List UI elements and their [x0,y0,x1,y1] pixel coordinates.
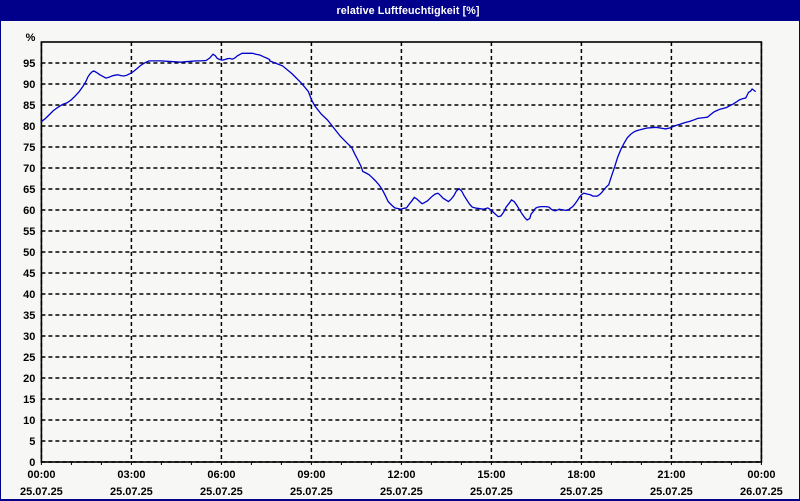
svg-text:80: 80 [23,121,35,133]
svg-text:30: 30 [23,331,35,343]
svg-text:25.07.25: 25.07.25 [380,486,423,498]
svg-text:5: 5 [29,436,35,448]
svg-text:25: 25 [23,352,35,364]
svg-text:60: 60 [23,205,35,217]
svg-text:95: 95 [23,58,35,70]
svg-text:26.07.25: 26.07.25 [740,486,783,498]
svg-text:18:00: 18:00 [567,469,595,481]
svg-text:75: 75 [23,142,35,154]
svg-text:25.07.25: 25.07.25 [560,486,603,498]
svg-text:50: 50 [23,247,35,259]
svg-text:10: 10 [23,415,35,427]
svg-text:0: 0 [29,457,35,469]
svg-text:25.07.25: 25.07.25 [470,486,513,498]
svg-text:06:00: 06:00 [207,469,235,481]
svg-text:12:00: 12:00 [387,469,415,481]
svg-text:00:00: 00:00 [747,469,775,481]
svg-text:03:00: 03:00 [117,469,145,481]
svg-text:40: 40 [23,289,35,301]
svg-text:21:00: 21:00 [657,469,685,481]
svg-text:09:00: 09:00 [297,469,325,481]
svg-text:00:00: 00:00 [27,469,55,481]
svg-text:25.07.25: 25.07.25 [290,486,333,498]
svg-text:70: 70 [23,163,35,175]
svg-text:15: 15 [23,394,35,406]
svg-text:25.07.25: 25.07.25 [200,486,243,498]
svg-text:65: 65 [23,184,35,196]
svg-text:25.07.25: 25.07.25 [110,486,153,498]
svg-text:35: 35 [23,310,35,322]
svg-text:85: 85 [23,100,35,112]
svg-text:45: 45 [23,268,35,280]
svg-text:90: 90 [23,79,35,91]
svg-text:55: 55 [23,226,35,238]
svg-text:%: % [26,32,36,44]
svg-text:25.07.25: 25.07.25 [20,486,63,498]
svg-text:20: 20 [23,373,35,385]
svg-text:15:00: 15:00 [477,469,505,481]
svg-text:25.07.25: 25.07.25 [650,486,693,498]
